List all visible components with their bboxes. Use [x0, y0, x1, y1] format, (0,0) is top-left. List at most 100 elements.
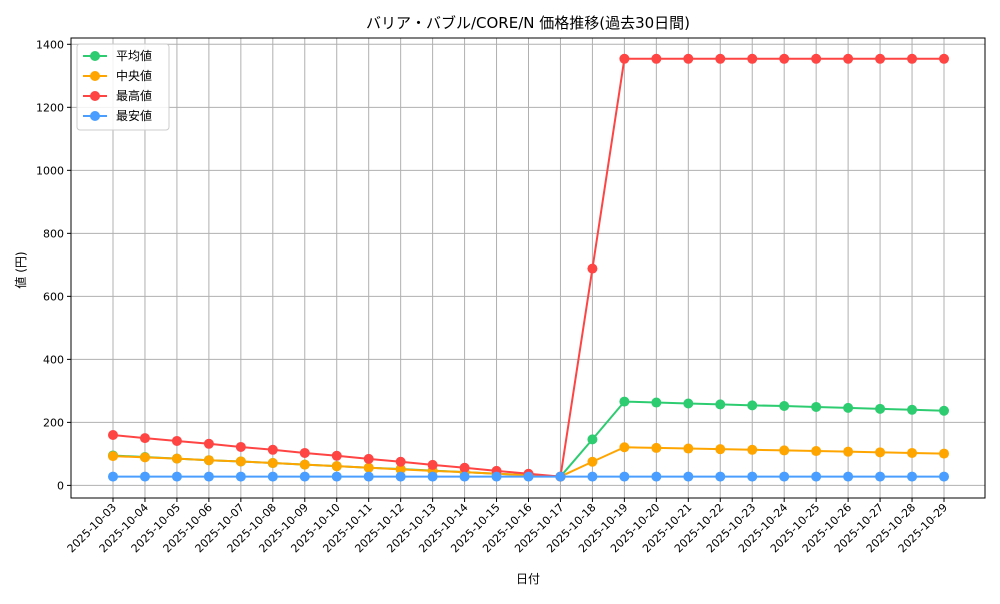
series-3-point	[715, 471, 726, 482]
series-2-point	[171, 435, 182, 446]
grid	[71, 38, 985, 498]
series-0-point	[715, 399, 726, 410]
series-3-point	[108, 471, 118, 482]
series-2-point	[683, 53, 694, 64]
series-1-point	[267, 458, 278, 469]
series-1-point	[299, 459, 310, 470]
series-1-point	[939, 448, 949, 459]
series-3-point	[587, 471, 598, 482]
series-1-point	[715, 444, 726, 455]
legend-swatch-marker	[90, 91, 100, 101]
y-axis-label: 値 (円)	[13, 251, 28, 288]
y-tick-label: 200	[43, 416, 64, 429]
series-1-point	[235, 456, 246, 467]
series-1-point	[811, 446, 822, 457]
series-group	[108, 53, 949, 482]
legend-box	[76, 43, 170, 131]
series-0-point	[843, 402, 854, 413]
series-2-point	[395, 456, 406, 467]
chart-title: バリア・バブル/CORE/N 価格推移(過去30日間)	[366, 14, 690, 32]
series-0-point	[587, 434, 598, 445]
series-1-point	[651, 442, 662, 453]
series-3-point	[523, 471, 534, 482]
series-3-point	[299, 471, 310, 482]
series-0-point	[875, 403, 886, 414]
series-3-point	[267, 471, 278, 482]
series-2-point	[203, 438, 214, 449]
x-axis-label: 日付	[516, 572, 540, 586]
series-0-point	[619, 396, 630, 407]
series-0-point	[747, 400, 758, 411]
series-3-point	[427, 471, 438, 482]
series-0-point	[779, 401, 790, 411]
series-2-point	[139, 433, 150, 444]
series-3-point	[811, 471, 822, 482]
series-1-point	[363, 462, 374, 473]
series-3-point	[459, 471, 470, 482]
series-3-point	[747, 471, 758, 482]
series-1-point	[683, 443, 694, 454]
legend-label: 最安値	[116, 108, 152, 123]
series-2-point	[619, 53, 630, 64]
series-2-point	[427, 459, 438, 470]
series-3-point	[235, 471, 246, 482]
legend-swatch-marker	[90, 71, 100, 81]
series-3-point	[555, 471, 566, 482]
series-1-point	[331, 461, 342, 472]
series-2-point	[331, 450, 342, 461]
series-1-point	[171, 453, 182, 464]
legend-swatch-marker	[90, 51, 100, 61]
y-tick-label: 1000	[36, 164, 64, 177]
series-0-point	[811, 401, 822, 412]
series-3-point	[395, 471, 406, 482]
series-2-point	[939, 53, 949, 64]
series-2-point	[651, 53, 662, 64]
legend-label: 中央値	[116, 68, 152, 83]
series-1-point	[779, 445, 790, 456]
series-2-point	[363, 453, 374, 464]
series-2-point	[267, 444, 278, 455]
series-1-point	[587, 456, 598, 467]
series-2-point	[779, 53, 790, 64]
series-0-point	[651, 397, 662, 408]
y-tick-label: 600	[43, 290, 64, 303]
series-2-point	[907, 53, 918, 64]
series-3-point	[363, 471, 374, 482]
series-1-point	[619, 442, 630, 453]
y-tick-label: 1200	[36, 101, 64, 114]
series-1-point	[203, 455, 214, 466]
series-1-point	[875, 447, 886, 458]
series-3-point	[139, 471, 150, 482]
series-0-point	[683, 398, 694, 409]
legend-label: 最高値	[116, 88, 152, 103]
series-2-point	[875, 53, 886, 64]
legend-label: 平均値	[116, 48, 152, 63]
y-tick-label: 1400	[36, 38, 64, 51]
series-1-point	[843, 446, 854, 457]
y-tick-label: 800	[43, 227, 64, 240]
series-3-point	[683, 471, 694, 482]
series-3-point	[331, 471, 342, 482]
series-1-point	[907, 447, 918, 458]
series-1-point	[108, 451, 118, 462]
legend-swatch-marker	[90, 111, 100, 121]
series-3-point	[651, 471, 662, 482]
series-2-point	[843, 53, 854, 64]
series-3-point	[779, 471, 790, 482]
series-2-point	[811, 53, 822, 64]
series-2-point	[459, 462, 470, 473]
series-2-point	[587, 263, 598, 274]
series-3-point	[619, 471, 630, 482]
series-3-point	[171, 471, 182, 482]
series-2-point	[108, 429, 118, 440]
series-0-point	[907, 404, 918, 415]
y-tick-label: 400	[43, 353, 64, 366]
series-2-point	[715, 53, 726, 64]
series-3-point	[843, 471, 854, 482]
series-1-point	[139, 452, 150, 463]
series-3-point	[907, 471, 918, 482]
series-2-point	[235, 441, 246, 452]
series-1-point	[395, 464, 406, 475]
